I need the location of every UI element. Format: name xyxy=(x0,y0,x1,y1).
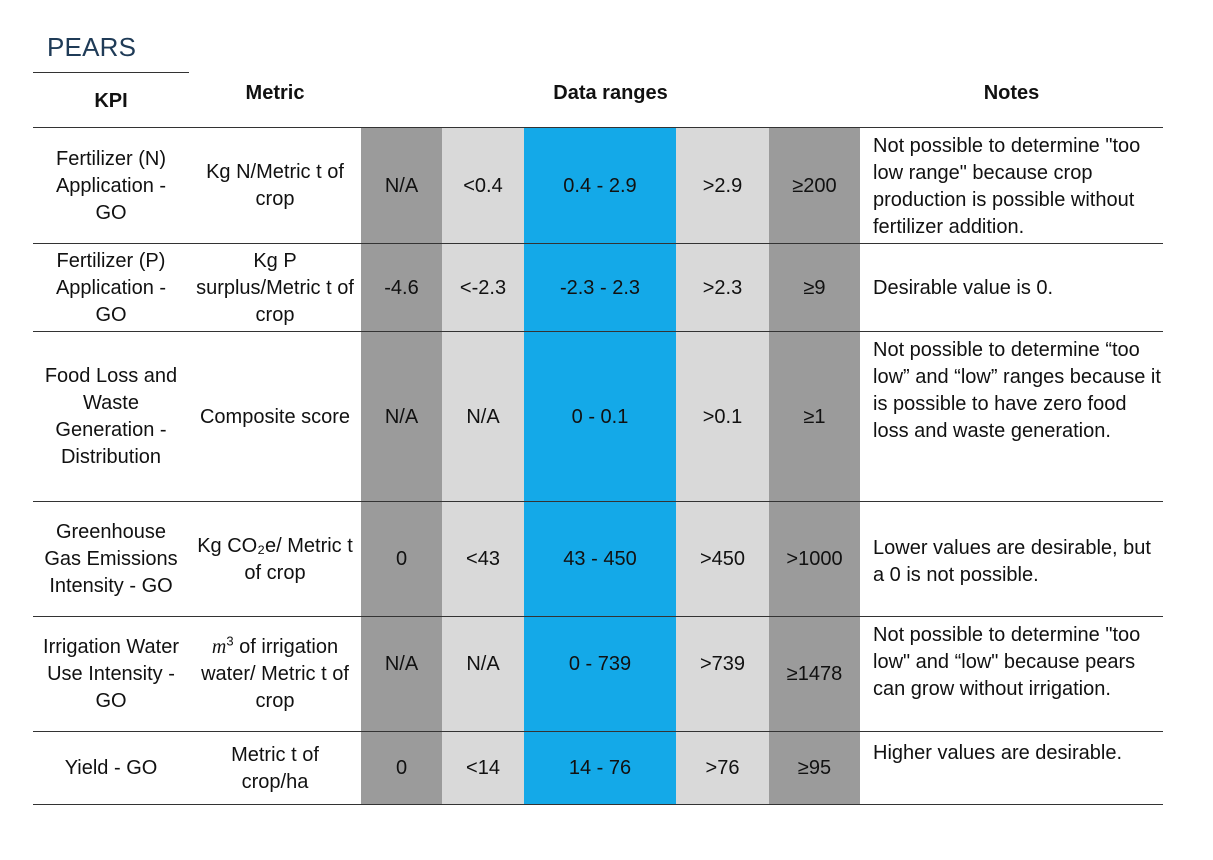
row-divider xyxy=(33,331,1163,332)
range-cell: N/A xyxy=(384,405,419,428)
range-cell: 43 - 450 xyxy=(563,548,637,570)
header-data-ranges: Data ranges xyxy=(553,82,668,104)
notes-cell: Not possible to determine "too low range… xyxy=(873,135,1141,238)
notes-cell: Lower values are desirable, but a 0 is n… xyxy=(873,537,1151,586)
range-cell: ≥9 xyxy=(803,276,826,299)
table-row: Yield - GO Metric t of crop/ha 0 <14 14 … xyxy=(33,732,1163,805)
range-cell: >76 xyxy=(705,757,740,779)
metric-cell: Metric t of crop/ha xyxy=(231,743,319,793)
page-title: PEARS xyxy=(47,32,137,62)
metric-cell: Kg CO₂e/ Metric t of crop xyxy=(197,534,353,584)
range-cell: -2.3 - 2.3 xyxy=(559,276,641,299)
range-cell: >739 xyxy=(699,653,746,675)
range-cell: ≥95 xyxy=(797,757,832,779)
table-row: Fertilizer (N) Application - GO Kg N/Met… xyxy=(33,128,1163,244)
table-row: Greenhouse Gas Emissions Intensity - GO … xyxy=(33,502,1163,617)
range-cell: N/A xyxy=(466,405,500,428)
kpi-cell: Food Loss and Waste Generation - Distrib… xyxy=(44,365,178,468)
kpi-cell: Fertilizer (P) Application - GO xyxy=(55,249,167,326)
table-row: Food Loss and Waste Generation - Distrib… xyxy=(33,332,1163,502)
range-cell: N/A xyxy=(384,174,419,197)
row-divider xyxy=(33,501,1163,502)
cubic-exponent: 3 xyxy=(226,633,234,649)
metric-cell: m3 of irrigation water/ Metric t of crop xyxy=(201,633,349,712)
range-band-light-high xyxy=(676,128,769,804)
row-divider xyxy=(33,616,1163,617)
table-row: Irrigation Water Use Intensity - GO m3 o… xyxy=(33,617,1163,732)
range-band-light-low xyxy=(442,128,524,804)
header-notes: Notes xyxy=(983,82,1040,104)
kpi-cell: Yield - GO xyxy=(64,757,158,779)
range-cell: <14 xyxy=(466,757,500,779)
kpi-cell: Irrigation Water Use Intensity - GO xyxy=(43,636,179,712)
range-cell: 0 - 739 xyxy=(568,653,632,675)
metric-cell: Composite score xyxy=(199,405,351,428)
notes-cell: Not possible to determine “too low” and … xyxy=(873,339,1161,442)
title-underline xyxy=(33,72,189,73)
range-cell: <43 xyxy=(466,548,500,570)
cubic-meter-symbol: m xyxy=(211,636,227,658)
row-divider xyxy=(33,731,1163,732)
range-band-desirable xyxy=(524,128,676,804)
kpi-cell: Fertilizer (N) Application - GO xyxy=(55,147,167,224)
kpi-cell: Greenhouse Gas Emissions Intensity - GO xyxy=(44,521,178,597)
range-cell: >1000 xyxy=(786,548,843,570)
range-cell: >2.3 xyxy=(702,276,743,299)
range-cell: <-2.3 xyxy=(459,276,507,299)
range-cell: ≥1 xyxy=(803,405,826,428)
header-divider xyxy=(33,127,1163,128)
range-band-dark-low xyxy=(361,128,442,804)
range-cell: 0 xyxy=(395,757,408,779)
notes-cell: Not possible to determine "too low" and … xyxy=(873,624,1141,700)
range-cell: 0 xyxy=(395,548,408,570)
table-row: Fertilizer (P) Application - GO Kg P sur… xyxy=(33,244,1163,332)
range-cell: ≥1478 xyxy=(786,663,843,685)
range-band-dark-high xyxy=(769,128,860,804)
header-metric: Metric xyxy=(245,82,305,104)
range-cell: -4.6 xyxy=(384,276,419,299)
notes-cell: Higher values are desirable. xyxy=(873,742,1123,764)
range-cell: >450 xyxy=(699,548,746,570)
range-cell: <0.4 xyxy=(463,174,503,197)
metric-cell: Kg P surplus/Metric t of crop xyxy=(196,249,354,326)
range-cell: 14 - 76 xyxy=(568,757,632,779)
metric-cell: Kg N/Metric t of crop xyxy=(206,161,344,210)
row-divider xyxy=(33,243,1163,244)
notes-cell: Desirable value is 0. xyxy=(873,277,1054,299)
range-cell: ≥200 xyxy=(792,174,837,197)
range-cell: >0.1 xyxy=(702,405,743,428)
range-cell: N/A xyxy=(466,653,500,675)
range-cell: 0 - 0.1 xyxy=(571,405,629,428)
row-divider xyxy=(33,804,1163,805)
range-cell: N/A xyxy=(384,653,419,675)
range-cell: >2.9 xyxy=(702,174,743,197)
range-cell: 0.4 - 2.9 xyxy=(563,174,637,197)
header-kpi: KPI xyxy=(94,90,128,112)
